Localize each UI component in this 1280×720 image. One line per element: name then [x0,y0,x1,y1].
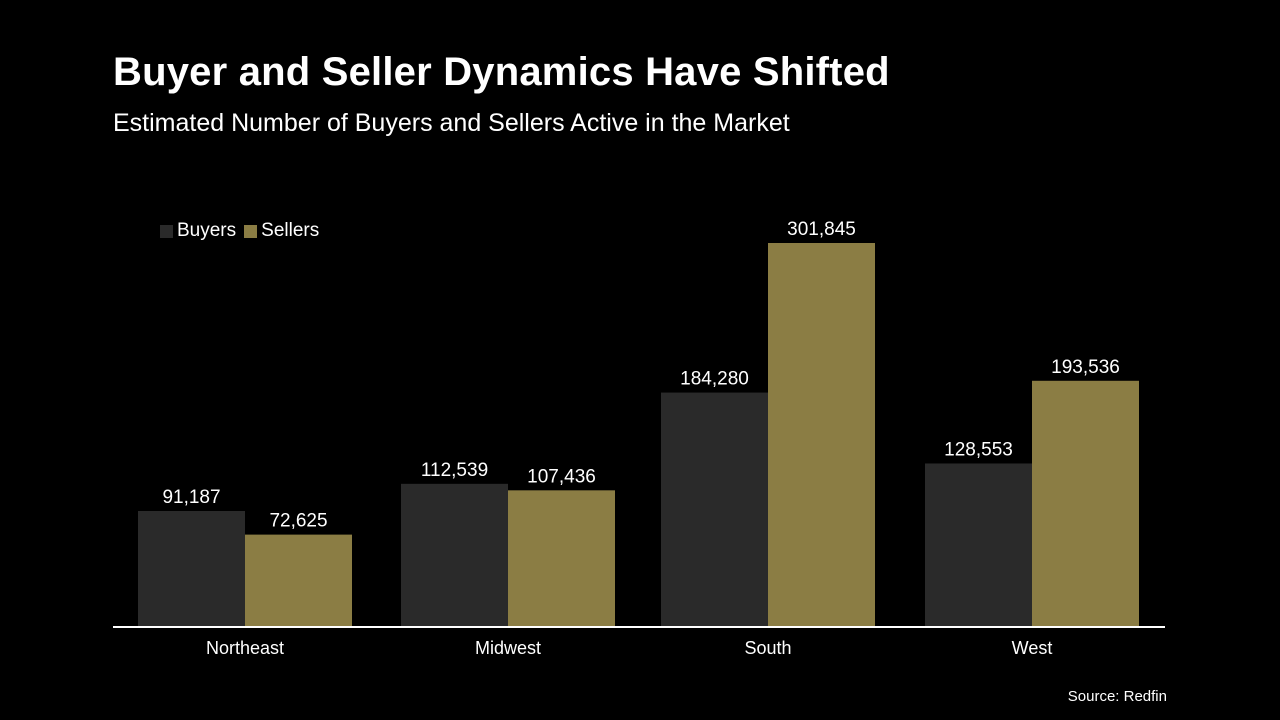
legend: Buyers Sellers [160,220,327,242]
bar-buyers-midwest [401,483,508,627]
bar-buyers-northeast [138,510,245,627]
bar-buyers-west [925,463,1032,627]
bar-buyers-south [661,392,768,627]
x-tick-label-northeast: Northeast [206,638,284,658]
data-label-buyers-midwest: 112,539 [421,460,488,481]
bar-sellers-west [1032,380,1139,627]
data-label-buyers-northeast: 91,187 [162,487,220,508]
chart-subtitle: Estimated Number of Buyers and Sellers A… [113,109,790,137]
legend-item-sellers: Sellers [244,220,319,242]
bar-sellers-midwest [508,490,615,627]
data-label-sellers-midwest: 107,436 [527,466,596,487]
x-tick-label-midwest: Midwest [475,638,541,658]
source-note: Source: Redfin [1067,688,1167,705]
data-label-sellers-west: 193,536 [1051,357,1120,378]
data-label-buyers-south: 184,280 [680,369,749,390]
legend-label-sellers: Sellers [261,220,320,241]
bar-sellers-south [768,243,875,627]
bar-sellers-northeast [245,534,352,627]
x-tick-label-west: West [1012,638,1053,658]
data-label-sellers-northeast: 72,625 [269,511,327,532]
chart-title: Buyer and Seller Dynamics Have Shifted [113,50,890,94]
data-label-sellers-south: 301,845 [787,219,856,240]
legend-label-buyers: Buyers [177,220,237,241]
data-label-buyers-west: 128,553 [944,439,1013,460]
legend-swatch-buyers [160,224,173,238]
legend-swatch-sellers [244,224,258,238]
x-tick-label-south: South [744,638,791,658]
legend-item-buyers: Buyers [160,220,236,242]
